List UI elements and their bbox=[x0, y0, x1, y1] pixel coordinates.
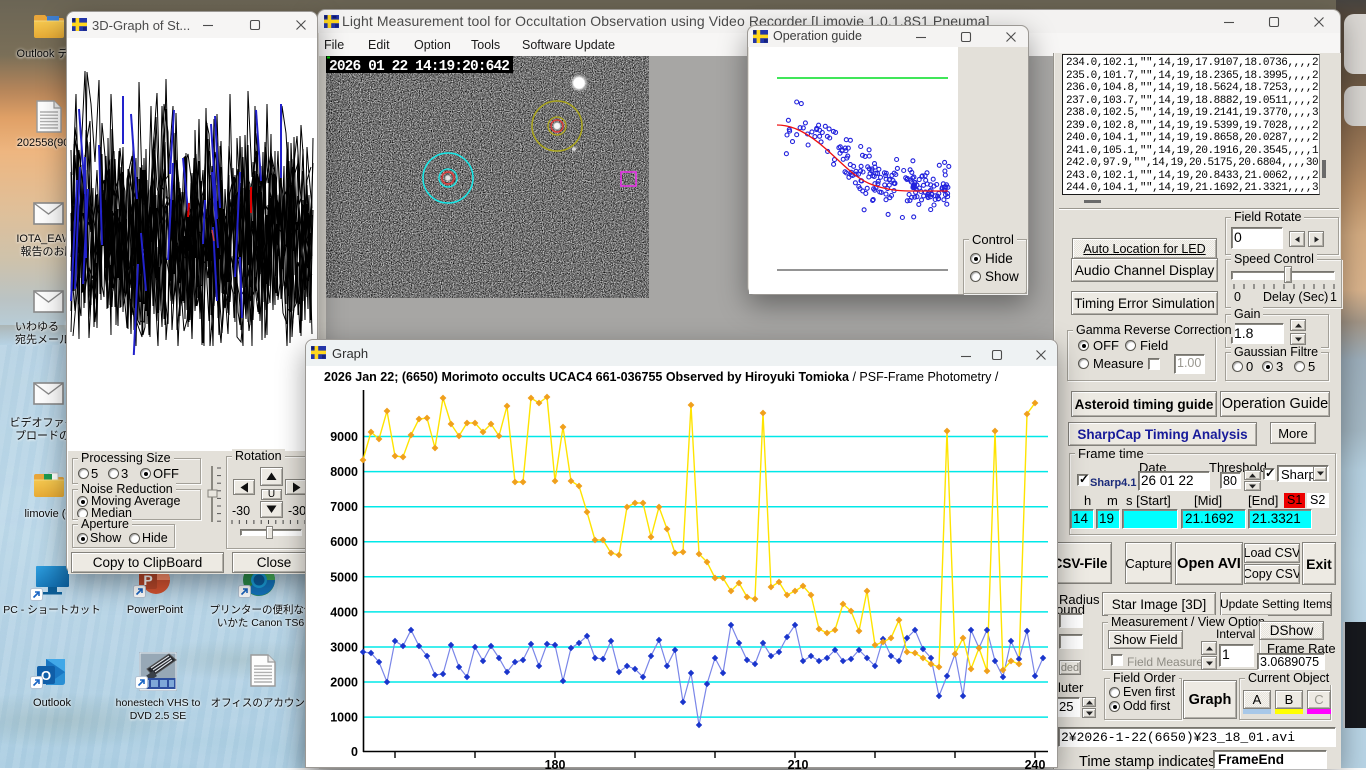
svg-text:5000: 5000 bbox=[330, 570, 358, 584]
svg-text:9000: 9000 bbox=[330, 430, 358, 444]
svg-text:180: 180 bbox=[545, 758, 566, 769]
svg-text:8000: 8000 bbox=[330, 465, 358, 479]
svg-text:P: P bbox=[143, 572, 152, 588]
svg-text:4000: 4000 bbox=[330, 605, 358, 619]
svg-text:240: 240 bbox=[1025, 758, 1046, 769]
svg-text:2000: 2000 bbox=[330, 676, 358, 690]
svg-text:2026 01 22 14:19:20:642: 2026 01 22 14:19:20:642 bbox=[329, 59, 510, 75]
svg-text:3000: 3000 bbox=[330, 641, 358, 655]
svg-text:0: 0 bbox=[351, 745, 358, 759]
svg-text:O: O bbox=[41, 668, 51, 683]
svg-text:6000: 6000 bbox=[330, 535, 358, 549]
svg-text:7000: 7000 bbox=[330, 500, 358, 514]
svg-text:1000: 1000 bbox=[330, 711, 358, 725]
svg-text:210: 210 bbox=[788, 758, 809, 769]
